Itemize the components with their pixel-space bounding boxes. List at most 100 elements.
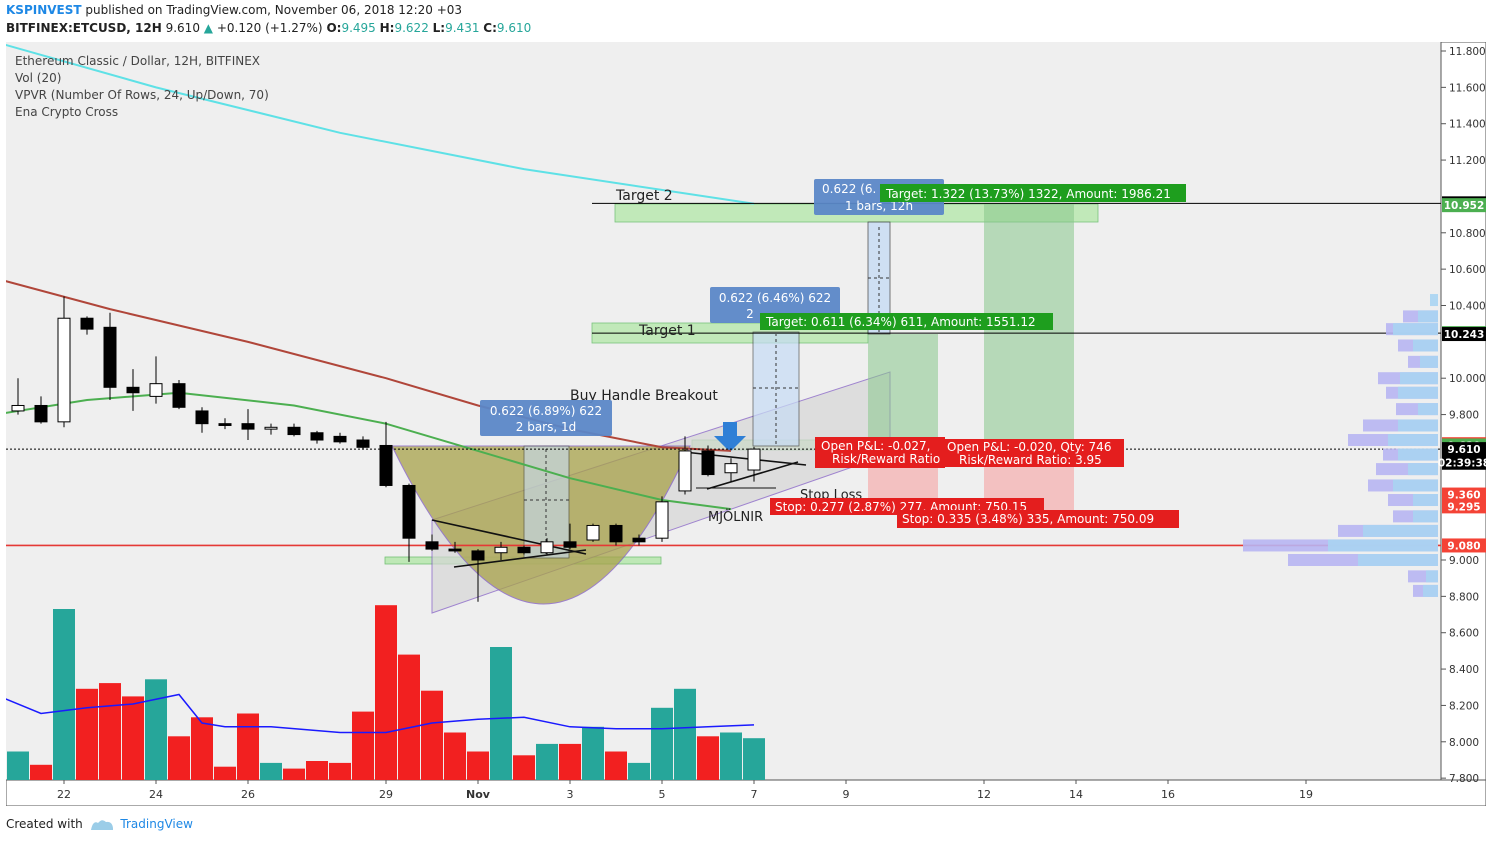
candle-body[interactable] — [57, 317, 71, 423]
candle-body[interactable] — [747, 448, 761, 471]
vpvr-histogram — [1243, 294, 1438, 597]
candle-body[interactable] — [126, 386, 140, 394]
price-badge — [1442, 327, 1486, 342]
candle-body[interactable] — [563, 541, 577, 548]
tradingview-logo-icon[interactable] — [90, 818, 114, 832]
candle-body[interactable] — [103, 326, 117, 388]
chart-canvas[interactable]: Target 2 Target 1 Buy Handle Breakout St… — [6, 42, 1486, 806]
vpvr-bar-up — [1413, 339, 1438, 352]
open-label: O: — [326, 21, 342, 35]
candle-body[interactable] — [11, 404, 25, 412]
last-price: 9.610 — [165, 21, 200, 35]
time-tick-label: Nov — [466, 788, 491, 801]
position-a-profit[interactable] — [868, 334, 938, 446]
position-a-pl-label[interactable] — [815, 437, 945, 468]
position-b-target-label[interactable] — [880, 184, 1186, 202]
target2-label[interactable]: Target 2 — [615, 188, 673, 204]
price-tick-label: 7.800 — [1449, 773, 1479, 785]
candle-body[interactable] — [195, 410, 209, 425]
volume-bar — [214, 766, 236, 780]
position-b-target-text: Target: 1.322 (13.73%) 1322, Amount: 198… — [885, 187, 1171, 201]
candle-body[interactable] — [517, 546, 531, 554]
vpvr-bar-up — [1358, 554, 1438, 566]
candle-body[interactable] — [333, 435, 347, 443]
candle-body[interactable] — [218, 423, 232, 426]
position-a-target-text: Target: 0.611 (6.34%) 611, Amount: 1551.… — [765, 315, 1036, 329]
candle-body[interactable] — [448, 548, 462, 552]
position-b-pl-label[interactable] — [942, 439, 1124, 467]
price-badge-label: 9.610 — [1447, 444, 1480, 456]
candle-body[interactable] — [540, 541, 554, 554]
ma-brown-line[interactable] — [6, 278, 732, 452]
flag-upper-line[interactable] — [431, 519, 587, 555]
candle-body[interactable] — [494, 546, 508, 554]
mjolnir-label[interactable]: MJÖLNIR — [708, 508, 763, 525]
price-badge-label: 10.952 — [1444, 200, 1485, 212]
time-tick-label: 5 — [659, 788, 666, 801]
measure-tooltip-2-line2: 2 — [746, 307, 754, 321]
time-tick-label: 7 — [751, 788, 758, 801]
position-b-stop-text: Stop: 0.335 (3.48%) 335, Amount: 750.09 — [902, 512, 1154, 526]
candle-body[interactable] — [724, 463, 738, 474]
legend-vol[interactable]: Vol (20) — [15, 71, 61, 85]
legend-ena[interactable]: Ena Crypto Cross — [15, 105, 118, 119]
volume-bar — [99, 683, 121, 780]
volume-bar — [444, 732, 466, 780]
volume-bar — [720, 732, 742, 780]
price-badge-label: 9.295 — [1447, 501, 1480, 513]
volume-ma-line — [6, 693, 755, 734]
candle-body[interactable] — [678, 450, 692, 492]
publish-header: KSPINVEST published on TradingView.com, … — [6, 3, 462, 17]
measure-tooltip-1[interactable] — [480, 400, 612, 436]
candle-body[interactable] — [655, 501, 669, 539]
candle-body[interactable] — [632, 537, 646, 543]
measure-tooltip-3-line1: 0.622 (6. — [822, 182, 876, 196]
candle-body[interactable] — [149, 383, 163, 397]
legend-vpvr[interactable]: VPVR (Number Of Rows, 24, Up/Down, 70) — [15, 88, 269, 102]
volume-bar — [421, 690, 443, 780]
candle-body[interactable] — [287, 426, 301, 436]
price-axis[interactable] — [1440, 42, 1486, 781]
volume-bar — [352, 711, 374, 780]
handle-lower-line[interactable] — [706, 461, 799, 490]
candle-body[interactable] — [264, 426, 278, 430]
flag-lower-line[interactable] — [453, 549, 587, 568]
candle-body[interactable] — [241, 423, 255, 430]
position-a-target-label[interactable] — [760, 313, 1053, 330]
position-a-rr-text: Risk/Reward Ratio — [832, 452, 940, 466]
position-b-stop-label[interactable] — [897, 510, 1179, 528]
candle-body[interactable] — [310, 432, 324, 441]
vpvr-bar-up — [1423, 584, 1438, 597]
price-tick-label: 10.800 — [1449, 228, 1486, 240]
volume-bar — [398, 654, 420, 780]
candle-body[interactable] — [425, 541, 439, 550]
price-tick-label: 10.000 — [1449, 373, 1486, 385]
candle-body[interactable] — [356, 439, 370, 448]
open-value: 9.495 — [341, 21, 376, 35]
symbol-name[interactable]: BITFINEX:ETCUSD, 12H — [6, 21, 162, 35]
candle-body[interactable] — [379, 444, 393, 486]
candle-body[interactable] — [586, 524, 600, 541]
candle-body[interactable] — [80, 317, 94, 330]
candle-body[interactable] — [471, 550, 485, 561]
price-tick-label: 11.600 — [1449, 82, 1486, 94]
low-label: L: — [432, 21, 446, 35]
candle-body[interactable] — [402, 484, 416, 539]
publisher-link[interactable]: KSPINVEST — [6, 3, 82, 17]
candle-body[interactable] — [701, 450, 715, 476]
legend-title[interactable]: Ethereum Classic / Dollar, 12H, BITFINEX — [15, 54, 260, 68]
ma-cyan-line[interactable] — [6, 42, 755, 205]
candle-body[interactable] — [34, 404, 48, 423]
vpvr-bar-up — [1430, 294, 1438, 307]
candle-body[interactable] — [172, 383, 186, 408]
target1-label[interactable]: Target 1 — [638, 323, 696, 339]
published-text: published on TradingView.com, November 0… — [85, 3, 463, 17]
volume-bar — [168, 736, 190, 780]
close-label: C: — [483, 21, 497, 35]
time-tick-label: 24 — [149, 788, 163, 801]
time-tick-label: 26 — [241, 788, 255, 801]
candle-body[interactable] — [609, 524, 623, 543]
close-value: 9.610 — [496, 21, 532, 35]
tradingview-link[interactable]: TradingView — [120, 817, 193, 831]
time-axis[interactable] — [6, 779, 1486, 806]
